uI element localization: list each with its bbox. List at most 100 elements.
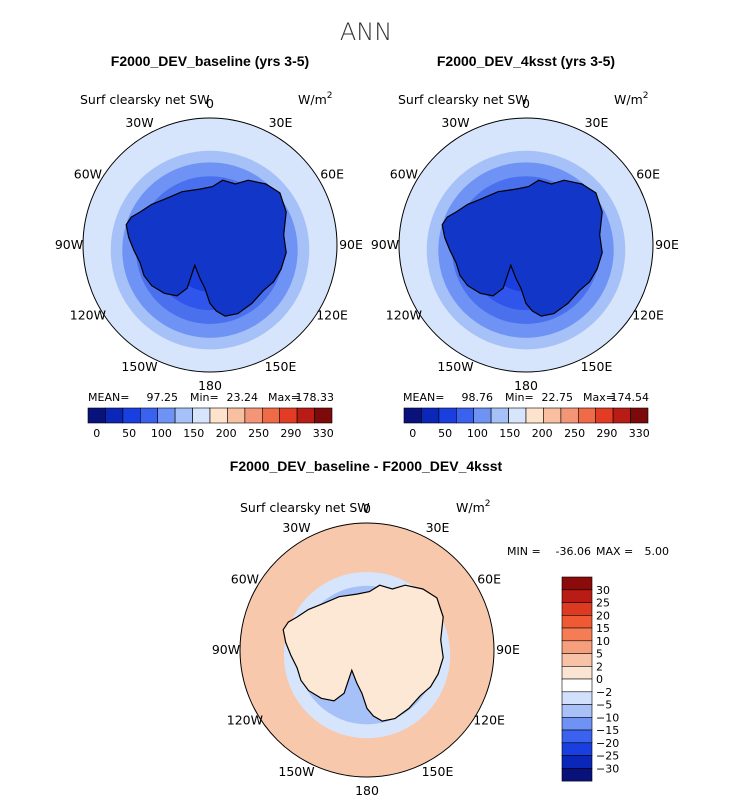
- max-label: MAX =: [596, 545, 633, 558]
- colorbar-tick-label: 50: [438, 427, 452, 440]
- colorbar-swatch: [561, 678, 593, 693]
- longitude-label: 150E: [422, 764, 454, 779]
- colorbar-tick-label: 25: [596, 597, 610, 610]
- colorbar-tick-label: 250: [248, 427, 269, 440]
- colorbar-swatch: [261, 407, 280, 424]
- colorbar-swatch: [455, 407, 474, 424]
- colorbar-tick-label: 0: [93, 427, 100, 440]
- longitude-label: 150W: [121, 359, 157, 374]
- colorbar-swatch: [403, 407, 422, 424]
- map-stats: MEAN= 98.76 Min= 22.75 Max= 174.54: [403, 391, 649, 404]
- colorbar-swatch: [560, 407, 579, 424]
- longitude-label: 120W: [227, 713, 263, 728]
- longitude-label: 0: [522, 96, 530, 111]
- longitude-label: 90E: [496, 642, 520, 657]
- colorbar-swatch: [508, 407, 527, 424]
- colorbar-swatch: [490, 407, 509, 424]
- mean-label: MEAN=: [88, 391, 129, 404]
- colorbar-tick-label: −20: [596, 737, 619, 750]
- colorbar-swatch: [561, 729, 593, 744]
- colorbar-swatch: [438, 407, 457, 424]
- colorbar-swatch: [122, 407, 141, 424]
- colorbar-tick-label: −10: [596, 711, 619, 724]
- colorbar-swatch: [105, 407, 124, 424]
- longitude-label: 90W: [212, 642, 240, 657]
- colorbar-tick-label: 100: [151, 427, 172, 440]
- units-label: W/m2: [456, 499, 490, 515]
- polar-map: 0 30E 60E 90E 120E 150E 180 150W 120W 90W 60W 30W: [55, 96, 363, 393]
- max-value: 178.33: [296, 391, 335, 404]
- colorbar-swatch: [561, 755, 593, 769]
- colorbar-swatch: [174, 407, 193, 424]
- colorbar-swatch: [296, 407, 315, 424]
- map-stats: MEAN= 97.25 Min= 23.24 Max= 178.33: [88, 391, 334, 404]
- colorbar-tick-label: 290: [280, 427, 301, 440]
- longitude-label: 150W: [278, 764, 314, 779]
- min-label: MIN =: [507, 545, 541, 558]
- longitude-label: 30E: [426, 520, 450, 535]
- longitude-label: 120E: [316, 308, 348, 323]
- longitude-label: 120E: [632, 308, 664, 323]
- variable-label: Surf clearsky net SW: [240, 500, 370, 515]
- colorbar-tick-label: −15: [596, 724, 619, 737]
- longitude-label: 60W: [390, 167, 418, 182]
- max-value: 5.00: [645, 545, 670, 558]
- colorbar-tick-label: 200: [216, 427, 237, 440]
- colorbar-tick-label: −25: [596, 750, 619, 763]
- colorbar-tick-label: −2: [596, 686, 612, 699]
- longitude-label: 90W: [371, 237, 399, 252]
- panel-difference: F2000_DEV_baseline - F2000_DEV_4ksst Sur…: [212, 458, 669, 798]
- longitude-label: 180: [198, 378, 222, 393]
- colorbar-tick-label: −5: [596, 699, 612, 712]
- panel-baseline: F2000_DEV_baseline (yrs 3-5) Surf clears…: [55, 53, 363, 440]
- longitude-label: 30W: [282, 520, 310, 535]
- min-value: 22.75: [542, 391, 574, 404]
- longitude-label: 90E: [339, 237, 363, 252]
- colorbar-swatch: [227, 407, 246, 424]
- antarctica-coastline: [125, 179, 287, 317]
- colorbar-swatch: [577, 407, 596, 424]
- longitude-label: 90W: [55, 237, 83, 252]
- colorbar-tick-label: 330: [313, 427, 334, 440]
- min-label: Min=: [505, 391, 534, 404]
- colorbar-swatch: [543, 407, 562, 424]
- longitude-label: 0: [206, 96, 214, 111]
- colorbar-swatch: [314, 407, 333, 424]
- colorbar-tick-label: 150: [499, 427, 520, 440]
- panel-title: F2000_DEV_baseline (yrs 3-5): [111, 53, 309, 69]
- antarctica-coastline: [441, 179, 603, 317]
- colorbar-tick-label: 5: [596, 648, 603, 661]
- variable-label: Surf clearsky net SW: [398, 92, 528, 107]
- longitude-label: 120W: [386, 308, 422, 323]
- colorbar-tick-label: 15: [596, 622, 610, 635]
- longitude-label: 60E: [320, 167, 344, 182]
- antarctica-coastline: [282, 584, 444, 722]
- colorbar-swatch: [630, 407, 649, 424]
- colorbar-swatch: [561, 602, 593, 616]
- longitude-label: 30E: [269, 115, 293, 130]
- colorbar-swatch: [421, 407, 440, 424]
- colorbar-swatch: [561, 614, 593, 629]
- colorbar-tick-label: 200: [532, 427, 553, 440]
- longitude-label: 90E: [655, 237, 679, 252]
- colorbar-tick-label: 2: [596, 660, 603, 673]
- colorbar-tick-label: 0: [409, 427, 416, 440]
- colorbar-tick-label: 330: [629, 427, 650, 440]
- colorbar-tick-label: 0: [596, 673, 603, 686]
- max-value: 174.54: [611, 391, 650, 404]
- map-boundary: [239, 522, 495, 778]
- colorbar-swatch: [561, 640, 593, 654]
- colorbar-swatch: [561, 665, 593, 680]
- polar-map: 0 30E 60E 90E 120E 150E 180 150W 120W 90W 60W 30W: [212, 501, 520, 798]
- colorbar-tick-label: 30: [596, 584, 610, 597]
- colorbar: 0 50 100 150 200 250 290 330: [403, 407, 650, 440]
- map-stats: MIN = -36.06 MAX = 5.00: [507, 545, 669, 558]
- colorbar: 0 50 100 150 200 250 290 330: [87, 407, 334, 440]
- longitude-label: 60E: [477, 572, 501, 587]
- max-label: Max=: [268, 391, 300, 404]
- longitude-label: 180: [514, 378, 538, 393]
- colorbar-swatch: [209, 407, 228, 424]
- longitude-label: 60E: [636, 167, 660, 182]
